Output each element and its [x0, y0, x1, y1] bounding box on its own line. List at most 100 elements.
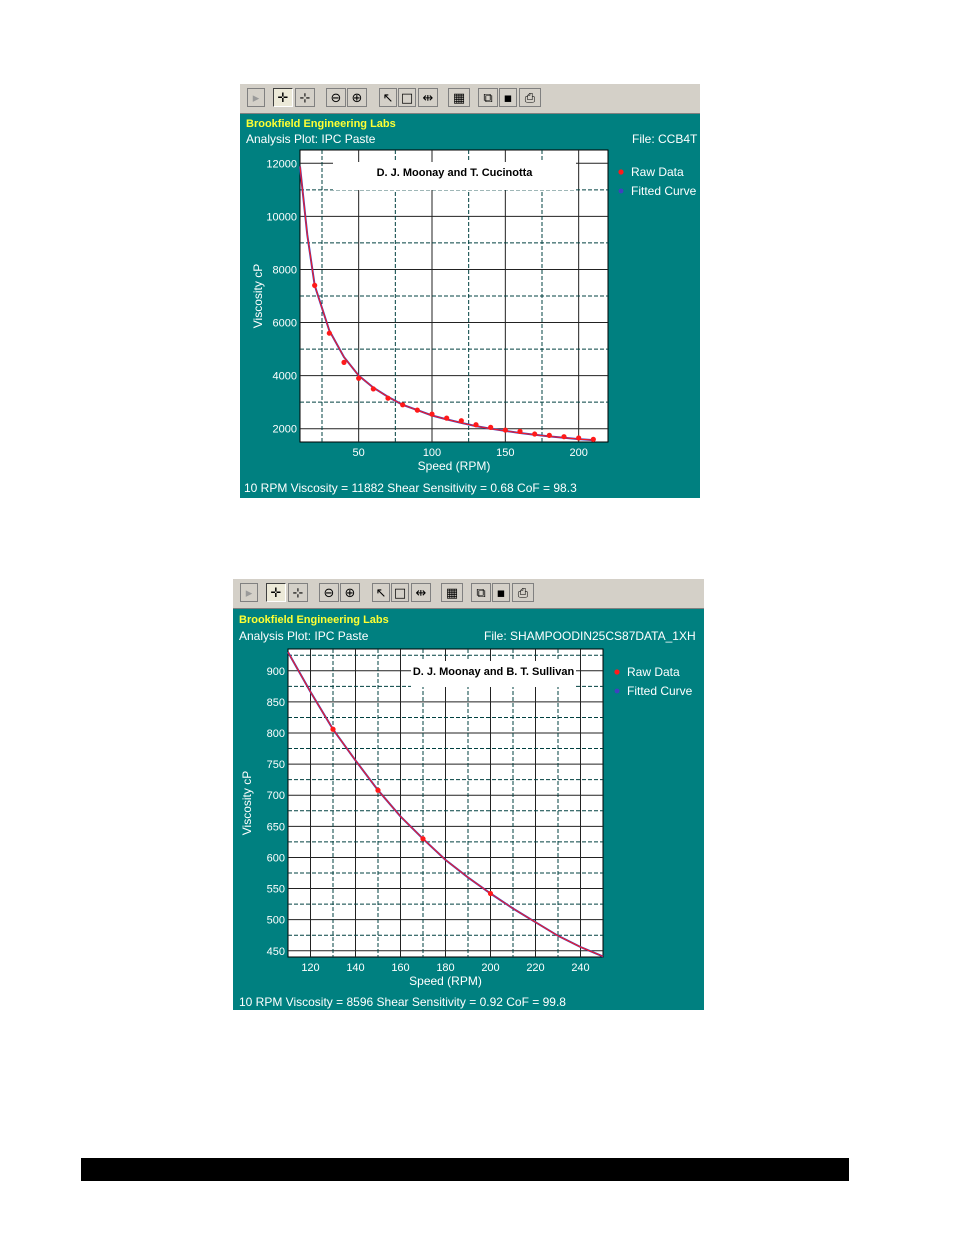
- fitted-curve-overlay: [287, 651, 604, 957]
- y-tick-label: 750: [267, 759, 285, 771]
- y-tick-label: 2000: [273, 424, 297, 436]
- raw-data-point: [429, 411, 435, 417]
- summary-stats: 10 RPM Viscosity = 11882 Shear Sensitivi…: [244, 481, 577, 495]
- x-tick-label: 220: [526, 962, 544, 974]
- y-tick-label: 10000: [266, 211, 297, 223]
- x-tick-label: 160: [391, 962, 409, 974]
- properties-icon[interactable]: ▦: [441, 583, 463, 602]
- save-icon[interactable]: ▪: [499, 88, 517, 107]
- play-icon[interactable]: ▸: [240, 583, 258, 602]
- raw-data-point: [546, 432, 552, 438]
- play-icon[interactable]: ▸: [247, 88, 265, 107]
- raw-data-point: [590, 436, 596, 442]
- inset-title: D. J. Moonay and T. Cucinotta: [377, 167, 534, 179]
- copy-icon[interactable]: ⧉: [478, 88, 498, 107]
- y-tick-label: 900: [267, 666, 285, 678]
- split-icon[interactable]: ⇹: [411, 583, 431, 602]
- page-footer-bar: [81, 1158, 849, 1181]
- save-icon[interactable]: ▪: [492, 583, 510, 602]
- select-box-icon[interactable]: □: [391, 583, 409, 602]
- inset-title-box: [411, 661, 576, 687]
- y-tick-label: 6000: [273, 318, 297, 330]
- y-tick-label: 500: [267, 915, 285, 927]
- pointer-icon[interactable]: ↖: [379, 88, 397, 107]
- x-tick-label: 200: [569, 447, 587, 459]
- y-tick-label: 8000: [273, 264, 297, 276]
- file-label: File: CCB4T: [632, 132, 698, 146]
- legend-marker-raw: [614, 669, 620, 675]
- y-tick-label: 450: [267, 946, 285, 958]
- print-icon[interactable]: ⎙: [519, 88, 541, 107]
- pan-icon[interactable]: ✛: [273, 88, 293, 107]
- legend-fitted-curve: Fitted Curve: [627, 684, 693, 698]
- y-tick-label: 550: [267, 884, 285, 896]
- inset-title: D. J. Moonay and B. T. Sullivan: [413, 666, 575, 678]
- chart-2: D. J. Moonay and B. T. Sullivan 120 140 160…: [240, 648, 693, 988]
- raw-data-point: [414, 407, 420, 413]
- raw-data-point: [561, 434, 567, 440]
- x-tick-label: 150: [496, 447, 514, 459]
- properties-icon[interactable]: ▦: [448, 88, 470, 107]
- x-axis-label: Speed (RPM): [409, 974, 482, 988]
- raw-data-point: [330, 726, 336, 732]
- x-tick-label: 100: [423, 447, 441, 459]
- raw-data-point: [576, 435, 582, 441]
- zoom-out-icon[interactable]: ⊖: [319, 583, 339, 602]
- copy-icon[interactable]: ⧉: [471, 583, 491, 602]
- lab-name: Brookfield Engineering Labs: [239, 614, 389, 626]
- raw-data-point: [385, 395, 391, 401]
- zoom-in-icon[interactable]: ⊕: [340, 583, 360, 602]
- legend-marker-fit: [618, 188, 624, 194]
- raw-data-point: [487, 890, 494, 897]
- y-tick-label: 700: [267, 790, 285, 802]
- x-tick-label: 180: [436, 962, 454, 974]
- legend-raw-data: Raw Data: [627, 665, 680, 679]
- raw-data-point: [356, 375, 362, 381]
- analysis-plot-window-2: ▸ ✛ ⊹ ⊖ ⊕ ↖ □ ⇹ ▦ ⧉ ▪ ⎙ Brookfield Engin…: [233, 579, 704, 1010]
- x-tick-label: 140: [346, 962, 364, 974]
- raw-data-point: [420, 836, 426, 842]
- raw-data-point: [341, 359, 347, 365]
- lab-name: Brookfield Engineering Labs: [246, 118, 396, 130]
- x-tick-label: 200: [481, 962, 499, 974]
- raw-data-point: [444, 415, 450, 421]
- raw-data-point: [473, 422, 479, 428]
- summary-stats: 10 RPM Viscosity = 8596 Shear Sensitivit…: [239, 995, 566, 1009]
- raw-data-point: [517, 428, 523, 434]
- y-tick-label: 850: [267, 697, 285, 709]
- raw-data-point: [375, 787, 381, 793]
- inset-title-box: [333, 162, 576, 190]
- pointer-icon[interactable]: ↖: [372, 583, 390, 602]
- file-label: File: SHAMPOODIN25CS87DATA_1XH: [484, 629, 696, 643]
- print-icon[interactable]: ⎙: [512, 583, 534, 602]
- plot-toolbar: ▸ ✛ ⊹ ⊖ ⊕ ↖ □ ⇹ ▦ ⧉ ▪ ⎙: [233, 579, 704, 609]
- zoom-box-icon[interactable]: ⊹: [295, 88, 315, 107]
- y-tick-label: 800: [267, 728, 285, 740]
- raw-data-point: [488, 424, 494, 430]
- raw-data-point: [312, 282, 318, 288]
- chart-1: D. J. Moonay and T. Cucinotta 50 100 150 200…: [251, 149, 697, 473]
- raw-data-point: [326, 330, 332, 336]
- split-icon[interactable]: ⇹: [418, 88, 438, 107]
- analysis-plot-window-1: ▸ ✛ ⊹ ⊖ ⊕ ↖ □ ⇹ ▦ ⧉ ▪ ⎙ Brookfield Engin…: [240, 84, 700, 498]
- fitted-curve-overlay: [299, 166, 594, 441]
- legend-raw-data: Raw Data: [631, 165, 684, 179]
- y-tick-label: 12000: [266, 158, 297, 170]
- y-axis-label: Viscosity cP: [251, 264, 265, 328]
- raw-data-point: [400, 402, 406, 408]
- analysis-plot-label: Analysis Plot: IPC Paste: [246, 132, 376, 146]
- select-box-icon[interactable]: □: [398, 88, 416, 107]
- x-tick-label: 120: [301, 962, 319, 974]
- pan-icon[interactable]: ✛: [266, 583, 286, 602]
- zoom-box-icon[interactable]: ⊹: [288, 583, 308, 602]
- y-tick-label: 600: [267, 852, 285, 864]
- raw-data-point: [458, 418, 464, 424]
- zoom-in-icon[interactable]: ⊕: [347, 88, 367, 107]
- analysis-plot-label: Analysis Plot: IPC Paste: [239, 629, 369, 643]
- raw-data-point: [532, 431, 538, 437]
- zoom-out-icon[interactable]: ⊖: [326, 88, 346, 107]
- y-axis-label: Viscosity cP: [240, 771, 254, 835]
- x-tick-label: 240: [571, 962, 589, 974]
- legend-fitted-curve: Fitted Curve: [631, 184, 697, 198]
- raw-data-point: [502, 427, 508, 433]
